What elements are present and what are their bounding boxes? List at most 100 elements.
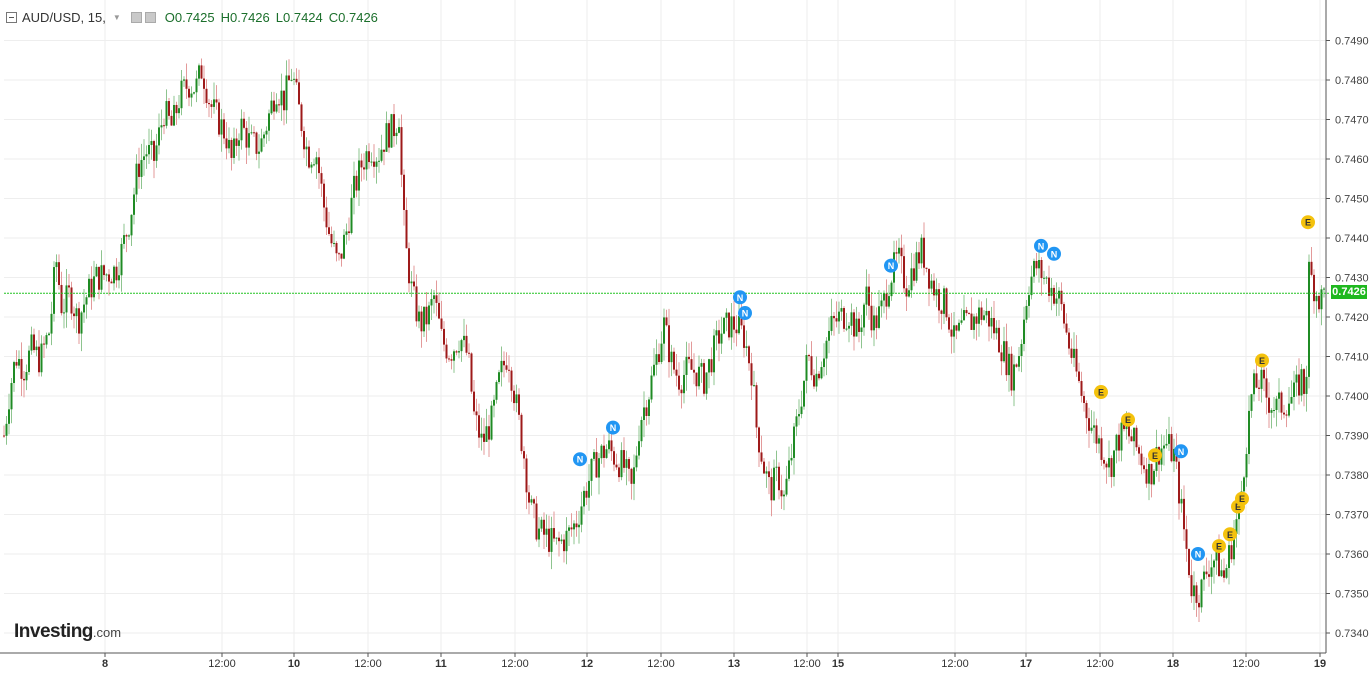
x-tick-label: 12:00 bbox=[793, 658, 821, 670]
candle-body bbox=[890, 282, 893, 297]
candle-body bbox=[240, 118, 243, 141]
candle-body bbox=[778, 466, 780, 491]
candle-body bbox=[823, 358, 825, 368]
candle-body bbox=[113, 266, 115, 284]
candle-body bbox=[1203, 571, 1205, 580]
candle-body bbox=[708, 359, 710, 373]
candle-body bbox=[160, 125, 163, 128]
candle-body bbox=[968, 313, 970, 315]
candle-body bbox=[663, 317, 665, 344]
news-marker bbox=[1047, 246, 1061, 261]
dropdown-arrow-icon[interactable]: ▼ bbox=[112, 12, 121, 22]
candle-body bbox=[1260, 369, 1263, 389]
candle-body bbox=[43, 343, 45, 345]
collapse-icon[interactable] bbox=[6, 11, 17, 23]
candle-body bbox=[835, 318, 838, 322]
candle-body bbox=[290, 79, 293, 81]
candle-body bbox=[853, 312, 855, 337]
candle-body bbox=[1080, 381, 1083, 396]
candle-body bbox=[843, 308, 845, 329]
candle-body bbox=[120, 243, 123, 276]
candle-body bbox=[840, 308, 843, 312]
candle-body bbox=[328, 227, 330, 234]
candle-body bbox=[378, 160, 380, 162]
candle-body bbox=[1018, 356, 1020, 367]
candle-body bbox=[78, 308, 80, 334]
candle-body bbox=[870, 305, 873, 331]
y-tick-label: 0.7400 bbox=[1335, 391, 1369, 403]
candle-body bbox=[180, 80, 183, 109]
candle-body bbox=[1208, 574, 1210, 577]
candle-body bbox=[830, 315, 833, 331]
y-tick-label: 0.7460 bbox=[1335, 154, 1369, 166]
candle-body bbox=[595, 452, 598, 478]
candle-body bbox=[643, 407, 645, 420]
candle-body bbox=[398, 127, 400, 133]
candle-body bbox=[173, 104, 175, 126]
candle-body bbox=[743, 325, 745, 348]
settings-icon[interactable] bbox=[130, 11, 142, 23]
candle-body bbox=[1283, 412, 1285, 415]
current-price-tag: 0.7426 bbox=[1331, 285, 1367, 299]
candle-body bbox=[888, 296, 890, 307]
x-tick-label: 11 bbox=[435, 658, 447, 670]
candle-body bbox=[433, 295, 435, 300]
candle-body bbox=[453, 351, 455, 361]
candle-body bbox=[598, 458, 600, 478]
candle-body bbox=[668, 325, 670, 363]
candle-body bbox=[365, 151, 368, 170]
candle-body bbox=[1290, 396, 1293, 404]
candle-body bbox=[1220, 570, 1223, 577]
candle-body bbox=[905, 288, 908, 297]
economic-event-marker-label: E bbox=[1235, 502, 1241, 512]
candle-body bbox=[155, 145, 158, 161]
candle-body bbox=[415, 286, 418, 322]
candle-body bbox=[513, 390, 515, 404]
candle-body bbox=[573, 523, 575, 530]
candle-body bbox=[140, 160, 143, 177]
candle-body bbox=[343, 234, 345, 259]
candle-body bbox=[248, 133, 250, 148]
close-value: C0.7426 bbox=[328, 9, 378, 25]
candle-body bbox=[703, 363, 705, 394]
candle-body bbox=[605, 449, 608, 458]
candle-body bbox=[1183, 498, 1185, 530]
candle-body bbox=[1115, 434, 1118, 451]
candle-body bbox=[1028, 295, 1030, 306]
candle-body bbox=[245, 127, 248, 148]
candle-body bbox=[1210, 567, 1213, 577]
candle-body bbox=[813, 375, 815, 387]
candle-body bbox=[18, 359, 20, 366]
candle-body bbox=[145, 154, 148, 157]
candle-body bbox=[883, 293, 885, 301]
candle-body bbox=[923, 237, 925, 268]
candle-body bbox=[1225, 568, 1228, 578]
candle-body bbox=[285, 75, 288, 111]
candle-body bbox=[1068, 332, 1070, 349]
x-tick-label: 12:00 bbox=[501, 658, 529, 670]
candle-body bbox=[710, 359, 713, 373]
candle-body bbox=[98, 266, 100, 290]
candle-body bbox=[570, 527, 573, 530]
candle-body bbox=[1100, 438, 1103, 460]
candle-body bbox=[520, 414, 523, 452]
candle-body bbox=[1133, 427, 1135, 442]
candle-body bbox=[138, 163, 140, 177]
news-marker bbox=[1174, 444, 1188, 459]
candle-body bbox=[865, 286, 868, 305]
candle-body bbox=[590, 458, 593, 481]
candle-body bbox=[485, 426, 488, 442]
candle-body bbox=[283, 90, 285, 111]
hide-icon[interactable] bbox=[144, 11, 156, 23]
symbol-label[interactable]: AUD/USD, 15, bbox=[22, 9, 106, 25]
candle-body bbox=[670, 351, 673, 363]
candle-body bbox=[388, 123, 390, 148]
candle-body bbox=[993, 318, 995, 334]
candle-body bbox=[1323, 288, 1325, 290]
candle-body bbox=[583, 490, 585, 507]
candle-body bbox=[1033, 260, 1035, 277]
candle-body bbox=[1285, 414, 1288, 416]
candle-body bbox=[543, 519, 545, 535]
candle-body bbox=[658, 354, 660, 363]
